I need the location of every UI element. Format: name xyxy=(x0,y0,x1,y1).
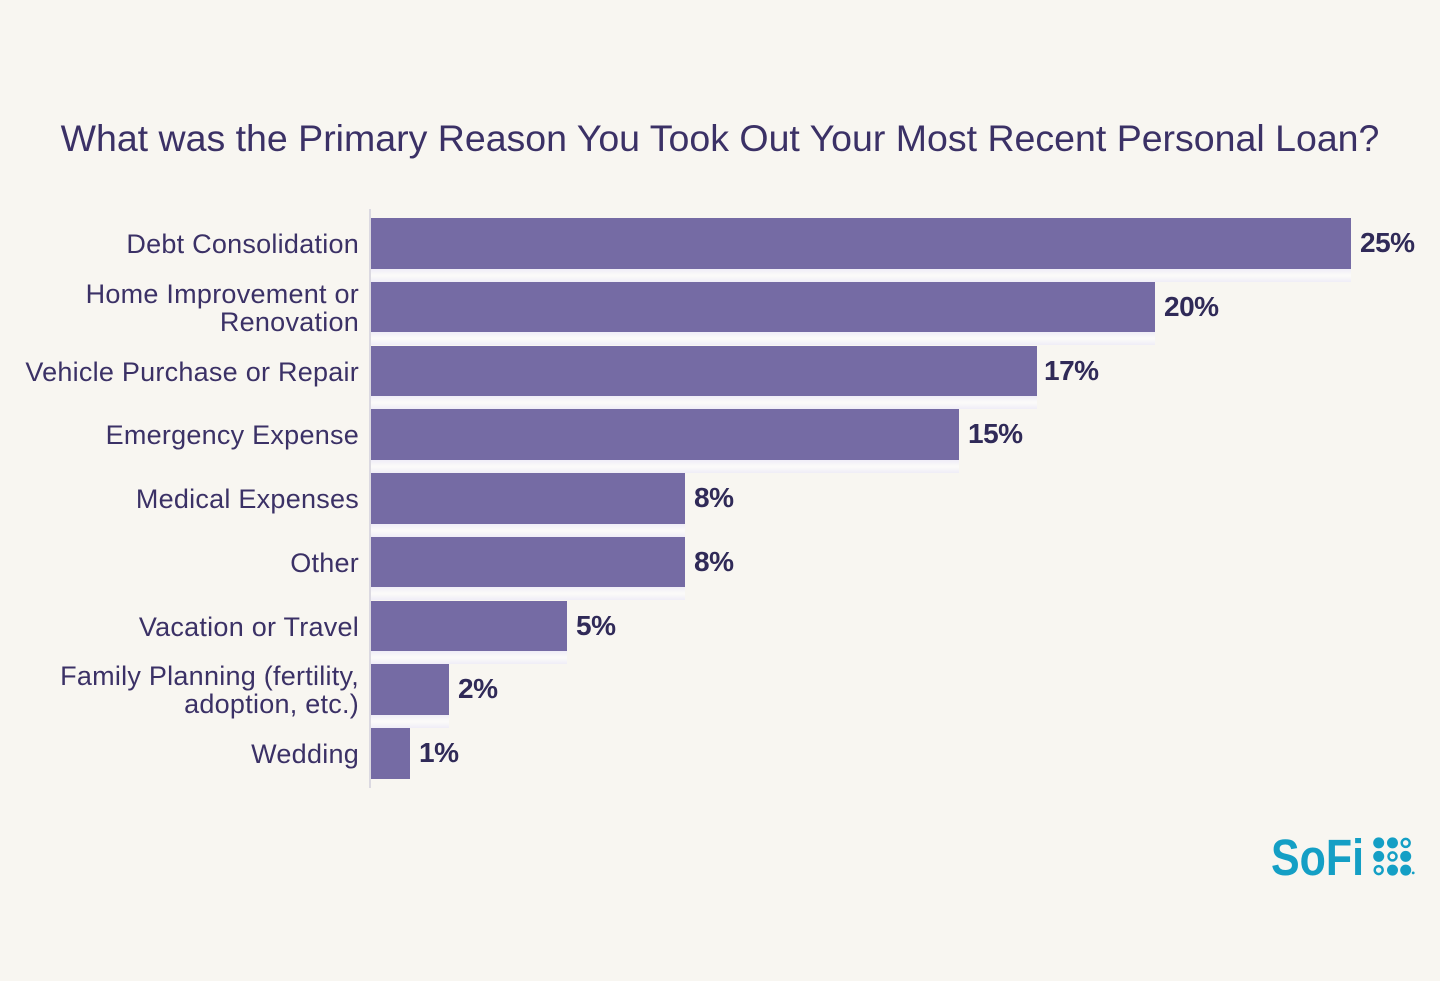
svg-text:SoFi: SoFi xyxy=(1271,831,1364,883)
